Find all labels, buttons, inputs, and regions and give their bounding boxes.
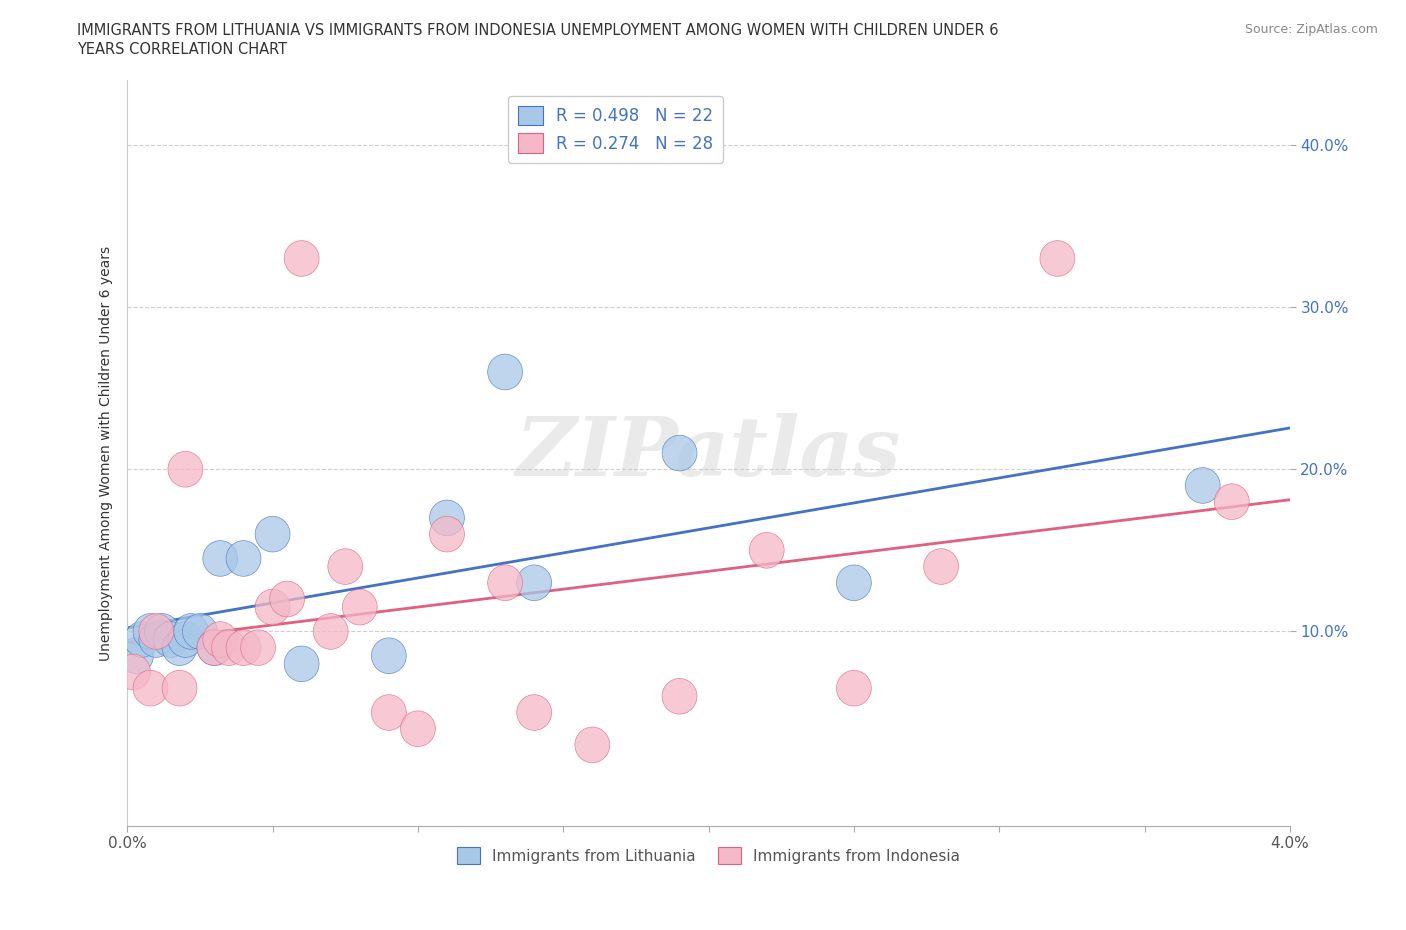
Ellipse shape bbox=[328, 549, 363, 584]
Ellipse shape bbox=[488, 565, 523, 601]
Ellipse shape bbox=[662, 679, 697, 714]
Ellipse shape bbox=[284, 241, 319, 276]
Ellipse shape bbox=[202, 540, 238, 577]
Ellipse shape bbox=[167, 451, 202, 487]
Ellipse shape bbox=[837, 671, 872, 706]
Ellipse shape bbox=[226, 630, 262, 666]
Ellipse shape bbox=[162, 671, 197, 706]
Text: Source: ZipAtlas.com: Source: ZipAtlas.com bbox=[1244, 23, 1378, 36]
Ellipse shape bbox=[240, 630, 276, 666]
Ellipse shape bbox=[254, 516, 290, 552]
Ellipse shape bbox=[124, 621, 159, 658]
Ellipse shape bbox=[183, 614, 218, 649]
Text: IMMIGRANTS FROM LITHUANIA VS IMMIGRANTS FROM INDONESIA UNEMPLOYMENT AMONG WOMEN : IMMIGRANTS FROM LITHUANIA VS IMMIGRANTS … bbox=[77, 23, 998, 38]
Ellipse shape bbox=[162, 630, 197, 666]
Ellipse shape bbox=[401, 711, 436, 747]
Legend: Immigrants from Lithuania, Immigrants from Indonesia: Immigrants from Lithuania, Immigrants fr… bbox=[450, 841, 966, 870]
Ellipse shape bbox=[314, 614, 349, 649]
Ellipse shape bbox=[134, 614, 167, 649]
Ellipse shape bbox=[488, 354, 523, 390]
Ellipse shape bbox=[430, 516, 464, 552]
Y-axis label: Unemployment Among Women with Children Under 6 years: Unemployment Among Women with Children U… bbox=[100, 246, 114, 660]
Ellipse shape bbox=[153, 621, 188, 658]
Ellipse shape bbox=[517, 695, 551, 730]
Ellipse shape bbox=[270, 581, 305, 617]
Ellipse shape bbox=[371, 695, 406, 730]
Ellipse shape bbox=[167, 621, 202, 658]
Ellipse shape bbox=[837, 565, 872, 601]
Ellipse shape bbox=[517, 565, 551, 601]
Ellipse shape bbox=[662, 435, 697, 471]
Ellipse shape bbox=[174, 614, 208, 649]
Ellipse shape bbox=[134, 671, 167, 706]
Ellipse shape bbox=[139, 621, 174, 658]
Ellipse shape bbox=[1185, 468, 1220, 503]
Ellipse shape bbox=[118, 638, 153, 673]
Ellipse shape bbox=[145, 614, 180, 649]
Ellipse shape bbox=[1215, 484, 1249, 520]
Ellipse shape bbox=[924, 549, 959, 584]
Ellipse shape bbox=[749, 533, 785, 568]
Ellipse shape bbox=[211, 630, 246, 666]
Ellipse shape bbox=[371, 638, 406, 673]
Ellipse shape bbox=[254, 590, 290, 625]
Text: ZIPatlas: ZIPatlas bbox=[516, 413, 901, 493]
Ellipse shape bbox=[139, 614, 174, 649]
Ellipse shape bbox=[342, 590, 377, 625]
Ellipse shape bbox=[226, 540, 262, 577]
Ellipse shape bbox=[197, 630, 232, 666]
Ellipse shape bbox=[115, 654, 150, 690]
Ellipse shape bbox=[575, 727, 610, 763]
Ellipse shape bbox=[284, 646, 319, 682]
Ellipse shape bbox=[1040, 241, 1074, 276]
Text: YEARS CORRELATION CHART: YEARS CORRELATION CHART bbox=[77, 42, 287, 57]
Ellipse shape bbox=[197, 630, 232, 666]
Ellipse shape bbox=[430, 500, 464, 536]
Ellipse shape bbox=[202, 621, 238, 658]
